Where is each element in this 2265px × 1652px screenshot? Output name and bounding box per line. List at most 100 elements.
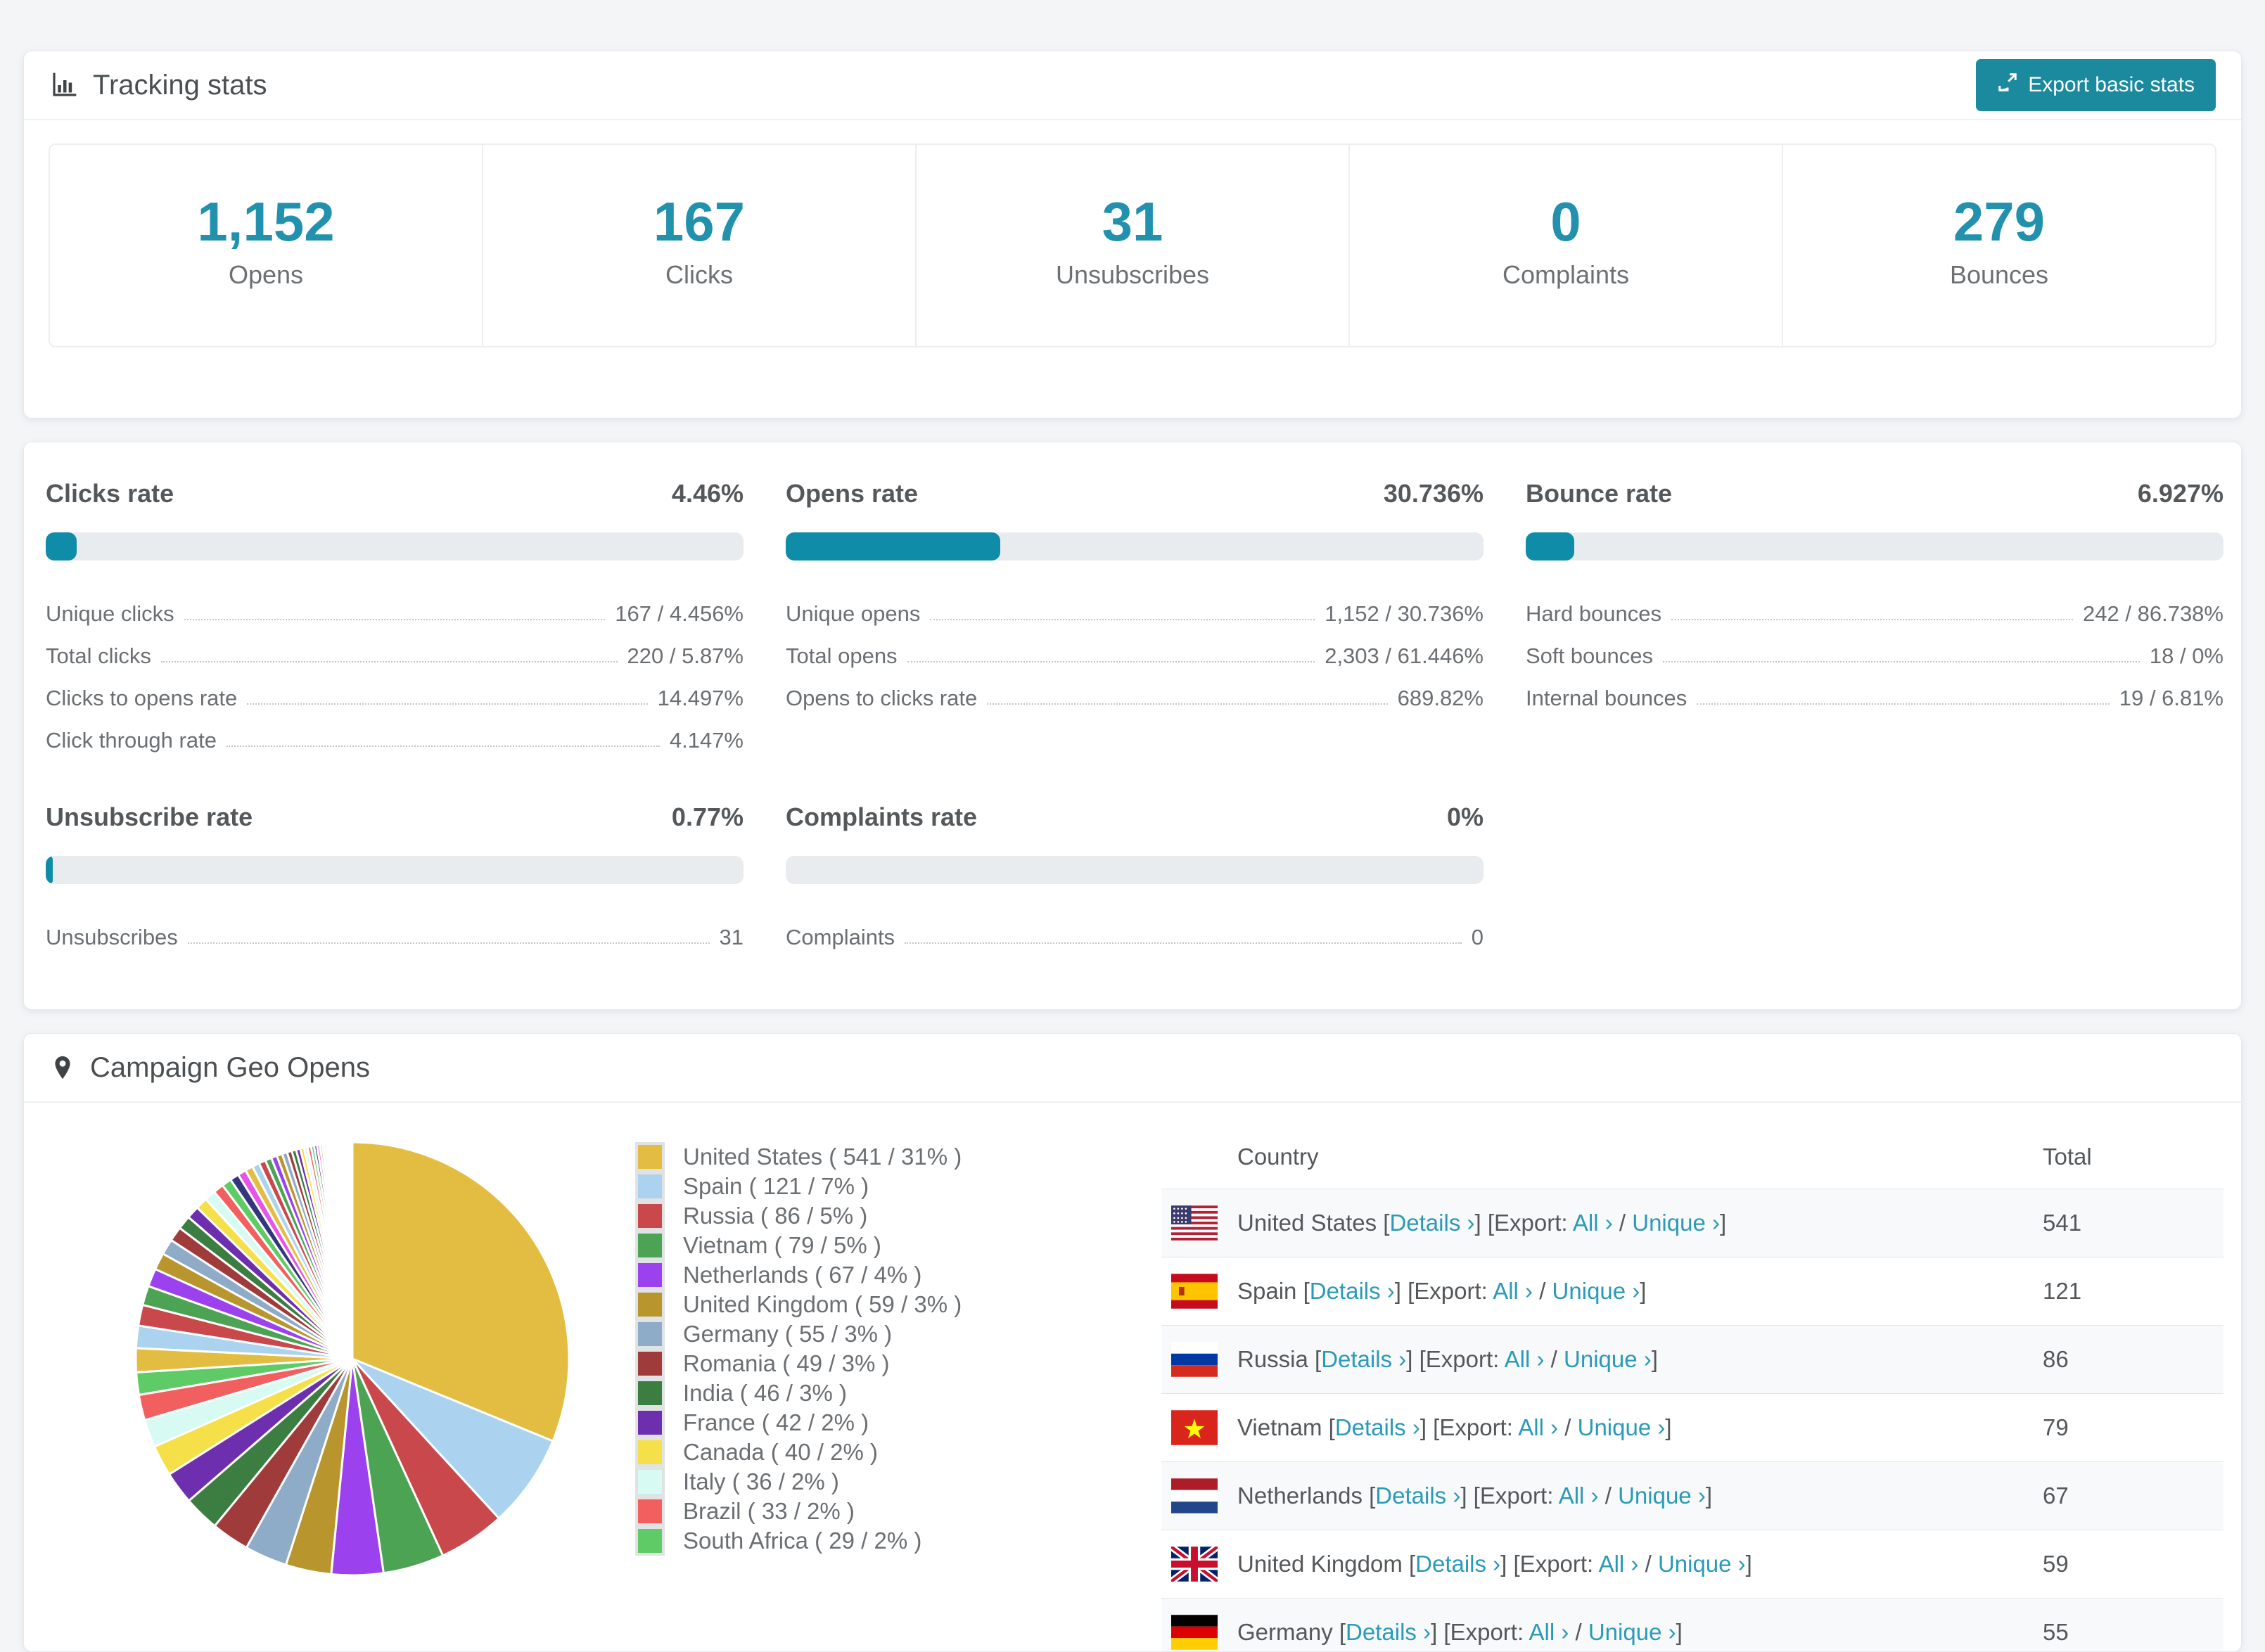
- rate-block-unsubscribe-rate: Unsubscribe rate 0.77% Unsubscribes 31: [46, 802, 744, 959]
- flag-united-states: [1171, 1205, 1218, 1241]
- rate-title: Clicks rate: [46, 479, 174, 508]
- details-link[interactable]: Details ›: [1346, 1619, 1431, 1645]
- total-cell: 67: [2043, 1483, 2069, 1509]
- legend-item-united-states: United States ( 541 / 31% ): [635, 1142, 962, 1172]
- dotted-leader: [907, 661, 1315, 662]
- legend-item-canada: Canada ( 40 / 2% ): [635, 1438, 962, 1467]
- geo-table-row-netherlands: Netherlands [Details ›] [Export: All › /…: [1161, 1461, 2223, 1530]
- country-cell: United States [Details ›] [Export: All ›…: [1161, 1205, 2043, 1241]
- detail-value: 689.82%: [1397, 686, 1484, 710]
- rate-title: Complaints rate: [786, 802, 978, 831]
- legend-item-france: France ( 42 / 2% ): [635, 1408, 962, 1438]
- geo-legend: United States ( 541 / 31% ) Spain ( 121 /…: [635, 1142, 962, 1556]
- flag-spain: [1171, 1274, 1218, 1309]
- bar-chart-icon: [49, 70, 79, 100]
- export-unique-link[interactable]: Unique ›: [1564, 1346, 1652, 1372]
- detail-value: 0: [1471, 925, 1484, 949]
- legend-swatch: [635, 1172, 665, 1201]
- dotted-leader: [930, 619, 1315, 620]
- detail-label: Hard bounces: [1526, 601, 1662, 626]
- rate-detail-row: Click through rate 4.147%: [46, 719, 744, 762]
- export-all-link[interactable]: All ›: [1493, 1278, 1533, 1304]
- rate-head: Bounce rate 6.927%: [1526, 479, 2223, 508]
- export-basic-stats-button[interactable]: Export basic stats: [1976, 59, 2216, 111]
- column-header-total: Total: [2043, 1144, 2092, 1170]
- legend-item-romania: Romania ( 49 / 3% ): [635, 1349, 962, 1378]
- export-all-link[interactable]: All ›: [1518, 1414, 1559, 1440]
- export-all-link[interactable]: All ›: [1529, 1619, 1569, 1645]
- details-link[interactable]: Details ›: [1309, 1278, 1395, 1304]
- geo-table-row-russia: Russia [Details ›] [Export: All › / Uniq…: [1161, 1325, 2223, 1393]
- export-unique-link[interactable]: Unique ›: [1618, 1483, 1706, 1509]
- page-title: Tracking stats: [93, 69, 267, 101]
- rate-value: 6.927%: [2137, 479, 2223, 508]
- legend-swatch: [635, 1349, 665, 1378]
- legend-item-india: India ( 46 / 3% ): [635, 1378, 962, 1408]
- legend-label: Italy ( 36 / 2% ): [683, 1468, 839, 1494]
- dotted-leader: [247, 703, 648, 705]
- total-cell: 59: [2043, 1551, 2069, 1577]
- progress-bar: [46, 532, 744, 561]
- rate-head: Complaints rate 0%: [786, 802, 1484, 832]
- details-link[interactable]: Details ›: [1389, 1210, 1475, 1236]
- tracking-stats-title-wrap: Tracking stats: [49, 70, 267, 101]
- dotted-leader: [1671, 619, 2074, 620]
- details-link[interactable]: Details ›: [1334, 1414, 1420, 1440]
- rate-value: 0.77%: [671, 802, 744, 831]
- map-pin-icon: [49, 1054, 76, 1081]
- rate-detail-row: Soft bounces 18 / 0%: [1526, 635, 2223, 677]
- legend-item-italy: Italy ( 36 / 2% ): [635, 1467, 962, 1497]
- country-name: United Kingdom [Details ›] [Export: All …: [1237, 1551, 1752, 1577]
- column-header-country: Country: [1237, 1144, 1319, 1170]
- country-cell: Russia [Details ›] [Export: All › / Uniq…: [1161, 1342, 2043, 1377]
- legend-swatch: [635, 1319, 665, 1349]
- flag-united-kingdom: [1171, 1547, 1218, 1582]
- total-cell: 86: [2043, 1346, 2069, 1372]
- stat-value: 0: [1550, 191, 1581, 252]
- progress-bar: [1526, 532, 2223, 561]
- export-unique-link[interactable]: Unique ›: [1657, 1551, 1746, 1577]
- stat-label: Bounces: [1949, 260, 2049, 289]
- stat-card-complaints: 0 Complaints: [1348, 145, 1782, 346]
- export-all-link[interactable]: All ›: [1572, 1210, 1613, 1236]
- export-unique-link[interactable]: Unique ›: [1552, 1278, 1640, 1304]
- flag-vietnam: [1171, 1410, 1218, 1445]
- legend-swatch: [635, 1378, 665, 1408]
- legend-swatch: [635, 1231, 665, 1260]
- rate-detail-row: Opens to clicks rate 689.82%: [786, 677, 1484, 719]
- export-unique-link[interactable]: Unique ›: [1577, 1414, 1666, 1440]
- legend-swatch: [635, 1290, 665, 1319]
- details-link[interactable]: Details ›: [1415, 1551, 1501, 1577]
- details-link[interactable]: Details ›: [1321, 1346, 1407, 1372]
- detail-value: 242 / 86.738%: [2083, 601, 2223, 626]
- detail-value: 19 / 6.81%: [2119, 686, 2223, 710]
- dotted-leader: [1697, 703, 2110, 705]
- legend-label: France ( 42 / 2% ): [683, 1409, 869, 1435]
- country-name: Vietnam [Details ›] [Export: All › / Uni…: [1237, 1414, 1672, 1440]
- export-all-link[interactable]: All ›: [1598, 1551, 1639, 1577]
- rate-value: 30.736%: [1383, 479, 1484, 508]
- export-unique-link[interactable]: Unique ›: [1632, 1210, 1720, 1236]
- geo-opens-card: Campaign Geo Opens United States ( 541 /…: [23, 1033, 2242, 1652]
- legend-swatch: [635, 1408, 665, 1438]
- country-cell: United Kingdom [Details ›] [Export: All …: [1161, 1547, 2043, 1582]
- progress-bar: [786, 856, 1484, 884]
- rate-detail-row: Complaints 0: [786, 916, 1484, 959]
- geo-opens-title-wrap: Campaign Geo Opens: [49, 1052, 370, 1084]
- export-all-link[interactable]: All ›: [1504, 1346, 1545, 1372]
- legend-swatch: [635, 1497, 665, 1526]
- progress-bar-fill: [1526, 532, 1574, 561]
- export-all-link[interactable]: All ›: [1558, 1483, 1599, 1509]
- export-icon: [1997, 72, 2018, 98]
- rate-detail-row: Total clicks 220 / 5.87%: [46, 635, 744, 677]
- stat-value: 31: [1102, 191, 1163, 252]
- legend-swatch: [635, 1201, 665, 1231]
- details-link[interactable]: Details ›: [1375, 1483, 1461, 1509]
- export-unique-link[interactable]: Unique ›: [1588, 1619, 1676, 1645]
- legend-label: Brazil ( 33 / 2% ): [683, 1498, 855, 1524]
- progress-bar-fill: [46, 856, 53, 884]
- rate-block-opens-rate: Opens rate 30.736% Unique opens 1,152 / 30.…: [786, 479, 1484, 762]
- detail-label: Clicks to opens rate: [46, 686, 238, 710]
- country-name: Russia [Details ›] [Export: All › / Uniq…: [1237, 1346, 1658, 1372]
